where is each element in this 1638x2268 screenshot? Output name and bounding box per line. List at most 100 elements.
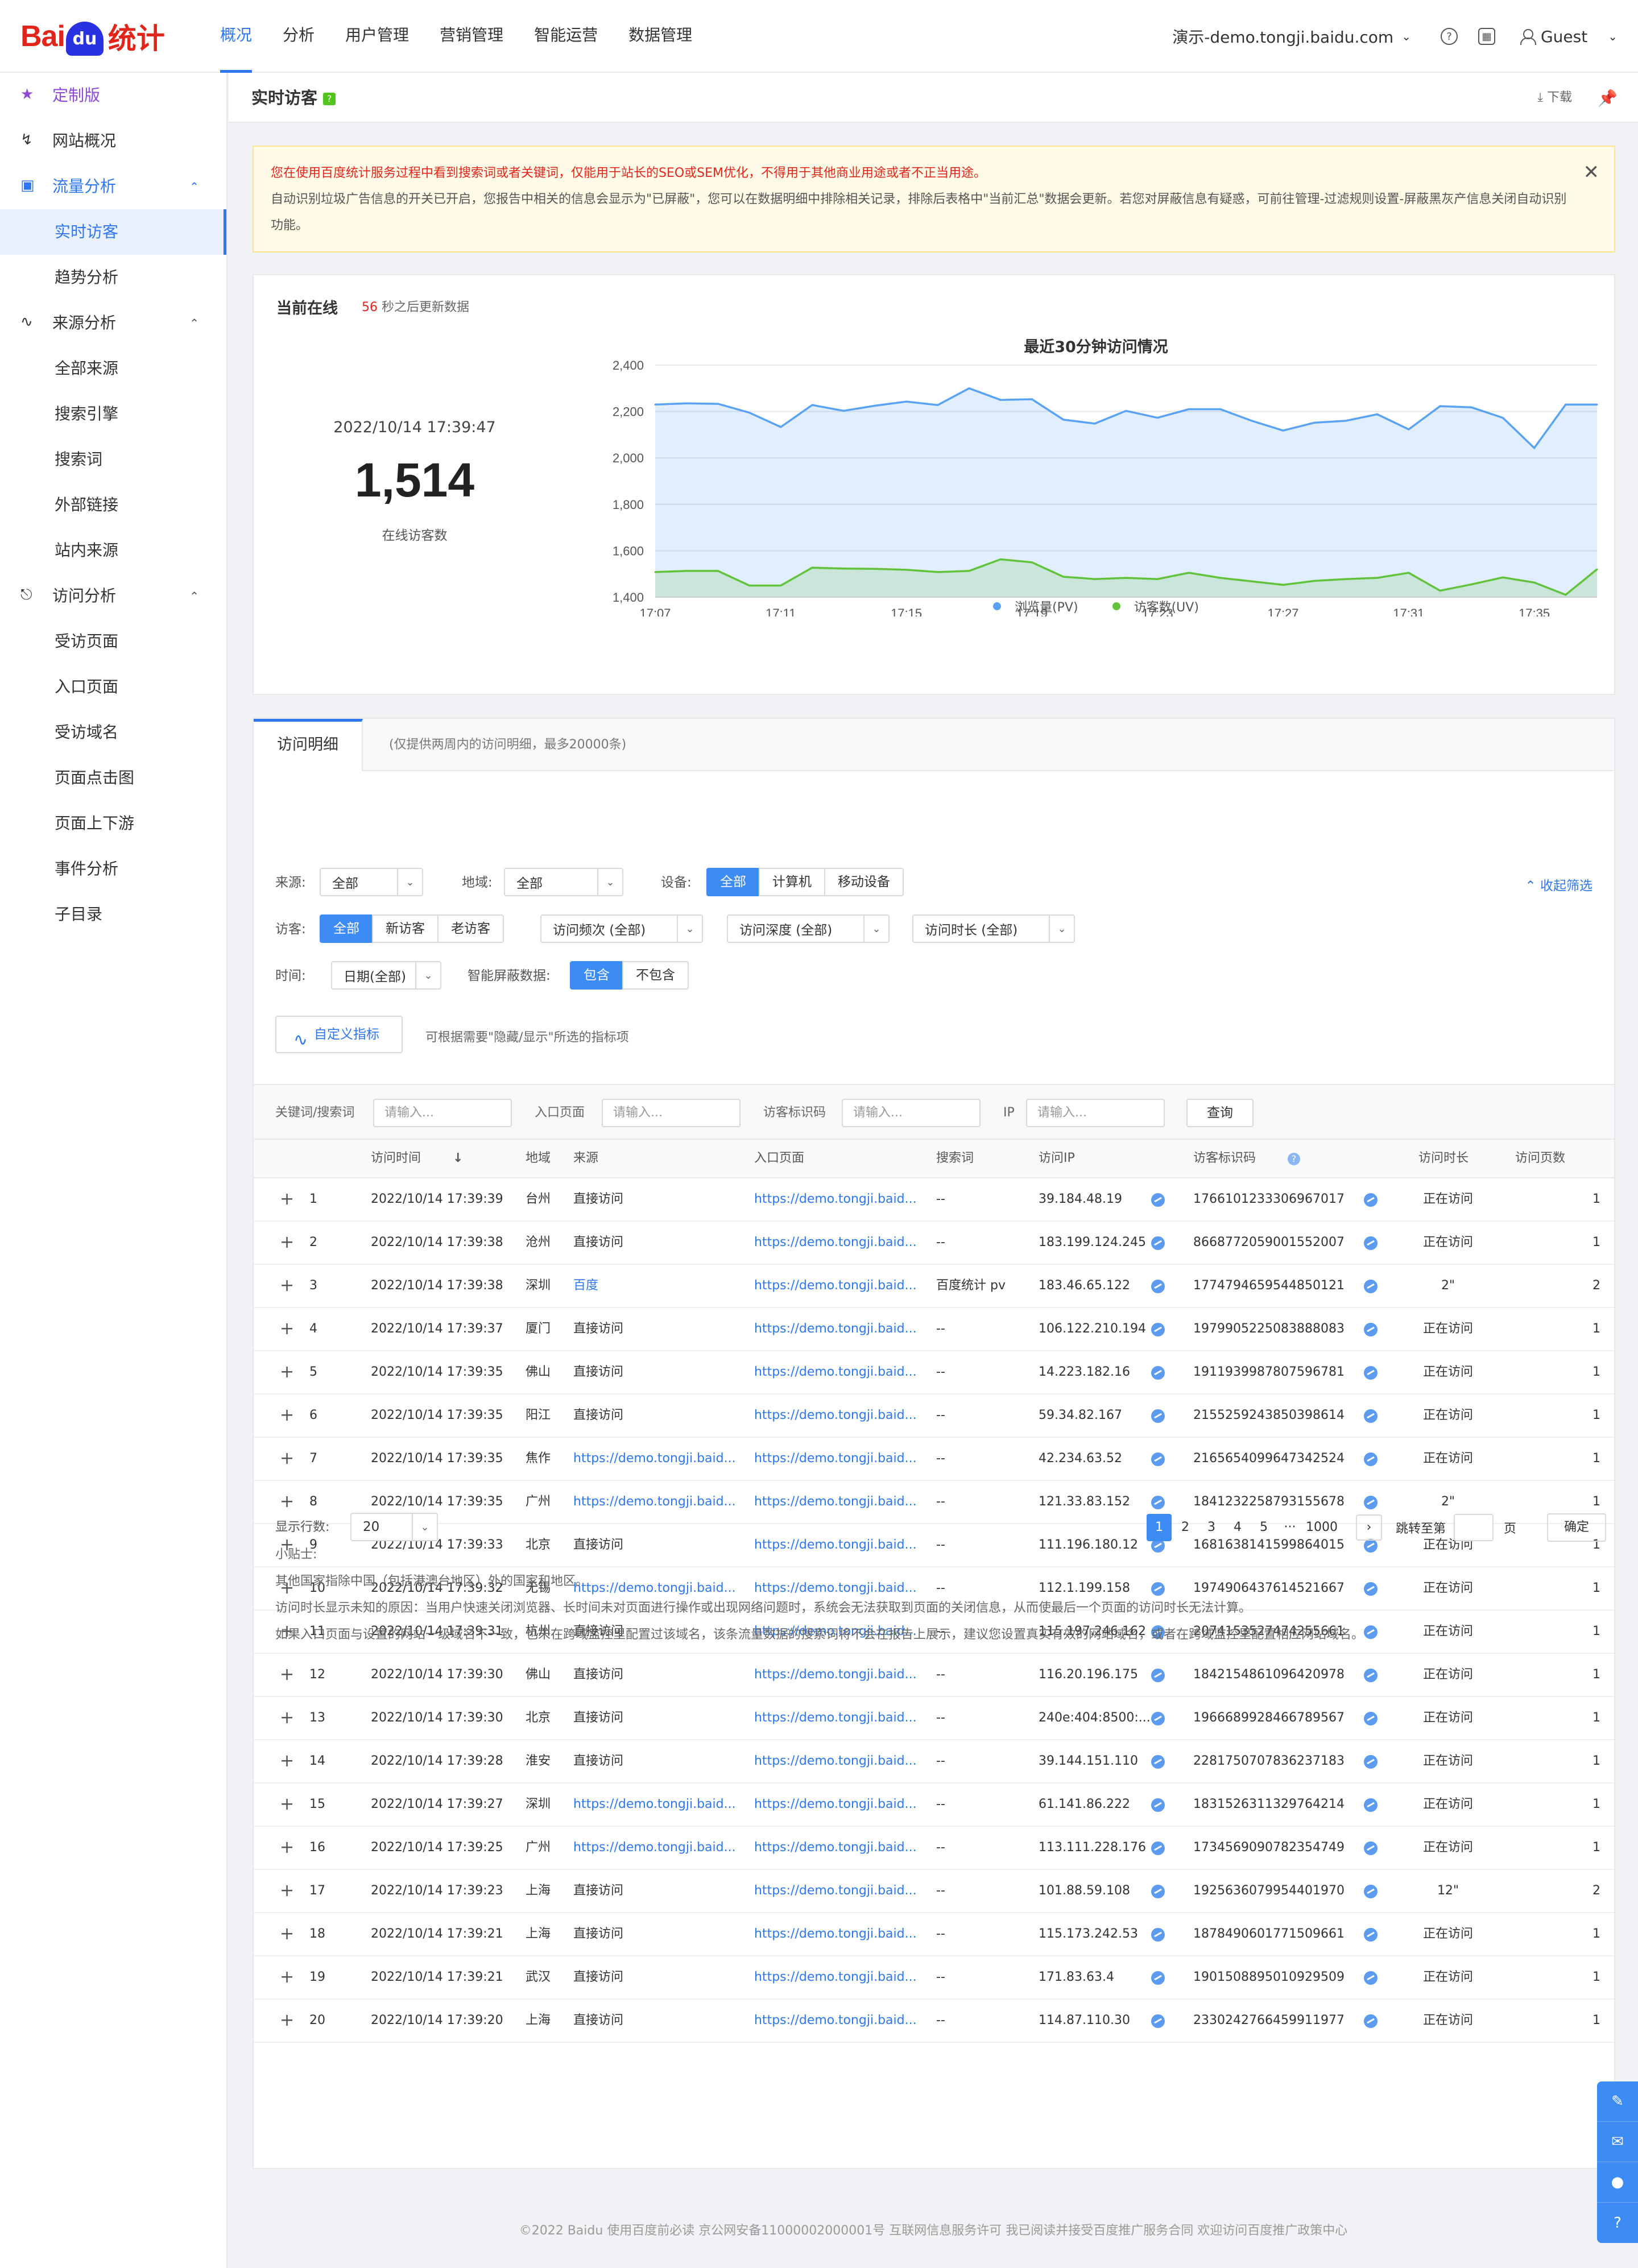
help-icon[interactable]: ? [1614, 2214, 1622, 2232]
ip-location-icon[interactable] [1151, 1236, 1165, 1250]
expand-row-icon[interactable]: + [280, 1578, 295, 1598]
ip-location-icon[interactable] [1151, 1755, 1165, 1769]
ip-location-icon[interactable] [1151, 2014, 1165, 2028]
depth-select[interactable]: 访问深度 (全部) ⌄ [727, 914, 890, 943]
nav-item[interactable]: 分析 [283, 26, 315, 44]
entry-page[interactable]: https://demo.tongji.baid... [754, 1624, 917, 1638]
entry-page[interactable]: https://demo.tongji.baid... [754, 1884, 917, 1898]
jump-confirm-button[interactable]: 确定 [1547, 1513, 1607, 1542]
expand-row-icon[interactable]: + [280, 1708, 295, 1728]
visitor-path-icon[interactable] [1364, 1971, 1378, 1985]
ip-location-icon[interactable] [1151, 1323, 1165, 1336]
legend-item[interactable]: 访客数(UV) [1112, 597, 1199, 615]
visitor-path-icon[interactable] [1364, 1712, 1378, 1725]
download-button[interactable]: ⤓ 下载 [1537, 73, 1572, 123]
page-number[interactable]: 1 [1147, 1514, 1172, 1541]
visitor-path-icon[interactable] [1364, 1625, 1378, 1639]
sidebar-item[interactable]: 事件分析 [0, 846, 226, 892]
entry-page[interactable]: https://demo.tongji.baid... [754, 1408, 917, 1422]
sidebar-item[interactable]: ↯ 网站概况 [0, 118, 226, 164]
chevron-right-icon[interactable]: › [1356, 1514, 1382, 1541]
sidebar-item[interactable]: 页面点击图 [0, 755, 226, 801]
entry-page[interactable]: https://demo.tongji.baid... [754, 1970, 917, 1984]
duration-select[interactable]: 访问时长 (全部) ⌄ [912, 914, 1075, 943]
sidebar-item[interactable]: 站内来源 [0, 528, 226, 573]
wechat-icon[interactable]: ● [1597, 2162, 1638, 2203]
question-icon[interactable]: ? [1288, 1153, 1300, 1165]
source[interactable]: https://demo.tongji.baid... [573, 1581, 736, 1595]
ip-location-icon[interactable] [1151, 1366, 1165, 1380]
visitor-path-icon[interactable] [1364, 1280, 1378, 1293]
chevron-up-icon[interactable]: ⌃ [189, 180, 199, 193]
sidebar-item[interactable]: 受访页面 [0, 619, 226, 664]
expand-row-icon[interactable]: + [280, 2010, 295, 2030]
region-select[interactable]: 全部 ⌄ [504, 868, 623, 896]
source[interactable]: https://demo.tongji.baid... [573, 1495, 736, 1509]
time-select[interactable]: 日期(全部) ⌄ [331, 961, 441, 990]
ip-location-icon[interactable] [1151, 1841, 1165, 1855]
page-number[interactable]: 2 [1181, 1520, 1189, 1534]
page-number[interactable]: 3 [1207, 1520, 1215, 1534]
sidebar-item[interactable]: 搜索引擎 [0, 391, 226, 437]
custom-metrics-button[interactable]: ∿ 自定义指标 [275, 1016, 403, 1053]
shield-toggle-option[interactable]: 不包含 [622, 961, 689, 990]
feedback-icon[interactable]: ✎ [1597, 2081, 1638, 2122]
entry-page[interactable]: https://demo.tongji.baid... [754, 1797, 917, 1811]
expand-row-icon[interactable]: + [280, 1405, 295, 1425]
entry-page[interactable]: https://demo.tongji.baid... [754, 1711, 917, 1725]
source[interactable]: 百度 [573, 1278, 599, 1293]
sidebar-item[interactable]: 全部来源 [0, 346, 226, 391]
mail-icon[interactable]: ✉ [1597, 2122, 1638, 2162]
chevron-up-icon[interactable]: ⌃ [189, 316, 199, 330]
sidebar-item[interactable]: 外部链接 [0, 482, 226, 528]
nav-item[interactable]: 智能运营 [534, 26, 598, 44]
ip-location-icon[interactable] [1151, 1193, 1165, 1207]
source[interactable]: https://demo.tongji.baid... [573, 1840, 736, 1855]
visitor-path-icon[interactable] [1364, 1236, 1378, 1250]
ip-location-icon[interactable] [1151, 1496, 1165, 1509]
nav-item[interactable]: 用户管理 [345, 26, 410, 44]
user-name[interactable]: Guest [1540, 27, 1588, 46]
ip-location-icon[interactable] [1151, 1712, 1165, 1725]
nav-item[interactable]: 概况 [205, 0, 267, 73]
entry-page[interactable]: https://demo.tongji.baid... [754, 2013, 917, 2027]
expand-row-icon[interactable]: + [280, 1492, 295, 1512]
sidebar-item[interactable]: 搜索词 [0, 437, 226, 482]
sidebar-item[interactable]: 受访域名 [0, 710, 226, 755]
close-icon[interactable]: ✕ [1583, 161, 1600, 184]
site-selector[interactable]: 演示-demo.tongji.baidu.com [1172, 28, 1394, 47]
question-icon[interactable]: ? [323, 93, 336, 105]
nav-item[interactable]: 数据管理 [628, 26, 693, 44]
column-header[interactable]: 访问时间 [371, 1151, 421, 1165]
expand-row-icon[interactable]: + [280, 1232, 295, 1252]
visitor-path-icon[interactable] [1364, 1193, 1378, 1207]
sidebar-item-custom[interactable]: ★ 定制版 [0, 73, 226, 118]
sidebar-item[interactable]: ∿ 来源分析 ⌃ [0, 300, 226, 346]
entry-page[interactable]: https://demo.tongji.baid... [754, 1754, 917, 1768]
device-toggle-option[interactable]: 计算机 [759, 868, 825, 896]
ip-location-icon[interactable] [1151, 1539, 1165, 1553]
ip-location-icon[interactable] [1151, 1928, 1165, 1942]
entry-page[interactable]: https://demo.tongji.baid... [754, 1581, 917, 1595]
sidebar-item[interactable]: 趋势分析 [0, 255, 226, 300]
ip-location-icon[interactable] [1151, 1280, 1165, 1293]
entry-page[interactable]: https://demo.tongji.baid... [754, 1667, 917, 1682]
entry-page[interactable]: https://demo.tongji.baid... [754, 1365, 917, 1379]
visitor-path-icon[interactable] [1364, 1496, 1378, 1509]
expand-row-icon[interactable]: + [280, 1924, 295, 1944]
shield-toggle-option[interactable]: 包含 [570, 961, 623, 990]
entry-page[interactable]: https://demo.tongji.baid... [754, 1538, 917, 1552]
ip-location-icon[interactable] [1151, 1625, 1165, 1639]
sort-down-icon[interactable]: ↓ [453, 1151, 464, 1165]
ip-location-icon[interactable] [1151, 1582, 1165, 1596]
visitor-toggle-option[interactable]: 全部 [320, 914, 373, 943]
pin-icon[interactable]: 📌 [1598, 89, 1618, 107]
device-toggle-option[interactable]: 移动设备 [824, 868, 904, 896]
entry-page[interactable]: https://demo.tongji.baid... [754, 1278, 917, 1293]
visitor-path-icon[interactable] [1364, 1669, 1378, 1682]
keyword-input[interactable]: 请输入... [373, 1099, 512, 1127]
nav-item[interactable]: 营销管理 [440, 26, 504, 44]
visitor-path-icon[interactable] [1364, 1885, 1378, 1898]
visitor-toggle-option[interactable]: 老访客 [437, 914, 504, 943]
expand-row-icon[interactable]: + [280, 1837, 295, 1857]
